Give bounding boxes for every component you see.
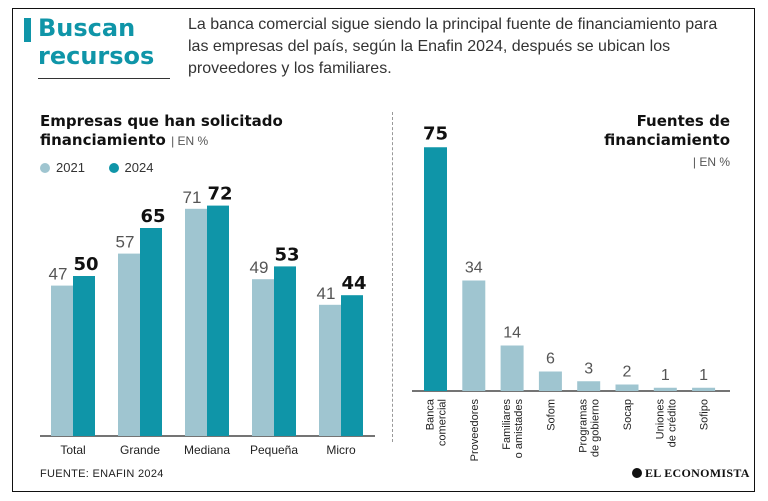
left-chart-title: Empresas que han solicitado financiamien…: [40, 112, 340, 151]
bar-2021: [319, 304, 341, 436]
source-category-label-line: Sofom: [545, 399, 557, 431]
bar-2024: [274, 266, 296, 436]
left-chart-title-text: Empresas que han solicitado financiamien…: [40, 112, 283, 149]
bar-2021: [252, 279, 274, 436]
source-bar: [692, 387, 716, 391]
source-category-label-line: Socap: [622, 399, 634, 430]
category-label: Total: [60, 443, 85, 457]
source-data-label: 34: [465, 260, 483, 277]
source-category-label-line: Proveedores: [469, 399, 481, 462]
legend-swatch-2024: [108, 163, 119, 173]
source-category-label-line: Sofipo: [699, 399, 711, 430]
title-accent-bar: [24, 18, 31, 42]
source-category-label-line: Uniones: [654, 399, 666, 440]
source-data-label: 6: [546, 351, 555, 368]
source-data-label: 1: [699, 367, 708, 384]
source-category-label: Programasde gobierno: [578, 399, 602, 458]
legend-item-2024: 2024: [108, 160, 154, 175]
title-rule: [38, 78, 170, 79]
bar-2021: [185, 208, 207, 436]
source-data-label: 14: [503, 325, 521, 342]
bar-2021: [118, 253, 140, 436]
data-label-2024: 72: [207, 184, 232, 205]
legend-item-2021: 2021: [40, 160, 85, 175]
bar-2024: [207, 205, 229, 436]
source-data-label: 1: [661, 367, 670, 384]
category-label: Mediana: [184, 443, 230, 457]
bar-2021: [51, 285, 73, 436]
data-label-2024: 65: [140, 206, 165, 227]
source-category-label-line: de gobierno: [590, 399, 602, 457]
source-category-label: Sofom: [545, 399, 557, 431]
legend: 2021 2024: [40, 160, 173, 175]
source-category-label: Bancacomercial: [425, 398, 449, 446]
source-bar: [500, 345, 524, 391]
source-category-label-line: Programas: [578, 399, 590, 453]
infographic-title: Buscan recursos: [38, 14, 155, 70]
source-category-label-line: Banca: [425, 398, 437, 430]
source-data-label: 2: [623, 364, 632, 381]
data-label-2024: 44: [341, 273, 366, 294]
source-category-label-line: Familiares: [501, 399, 513, 450]
bar-2024: [341, 295, 363, 436]
source-category-label-line: de crédito: [666, 399, 678, 447]
bar-2024: [140, 228, 162, 436]
category-label: Grande: [120, 443, 160, 457]
source-bar: [577, 381, 601, 391]
source-category-label-line: comercial: [437, 399, 449, 446]
source-bar: [653, 387, 677, 391]
bar-2024: [73, 276, 95, 436]
source-category-label: Proveedores: [469, 399, 481, 462]
source-bar: [615, 384, 639, 391]
data-label-2021: 71: [183, 188, 202, 207]
legend-label-2021: 2021: [56, 160, 85, 175]
logo-text: EL ECONOMISTA: [645, 466, 750, 480]
data-label-2024: 53: [274, 244, 299, 265]
data-label-2024: 50: [73, 254, 98, 275]
source-category-label: Sofipo: [699, 399, 711, 430]
source-bar: [424, 147, 447, 391]
source-bar: [462, 280, 486, 391]
source-data-label: 75: [423, 123, 448, 144]
category-label: Pequeña: [250, 443, 298, 457]
intro-text: La banca comercial sigue siendo la princ…: [188, 16, 718, 77]
section-divider: [392, 112, 393, 442]
right-chart-unit: | EN %: [692, 155, 730, 169]
right-chart-title: Fuentes de financiamiento: [604, 112, 730, 149]
source-category-label: Socap: [622, 399, 634, 430]
left-chart-unit: | EN %: [171, 134, 209, 148]
data-label-2021: 47: [49, 265, 68, 284]
publisher-logo: EL ECONOMISTA: [632, 466, 750, 481]
source-data-label: 3: [584, 360, 593, 377]
legend-label-2024: 2024: [124, 160, 154, 175]
source-note: FUENTE: ENAFIN 2024: [40, 468, 164, 480]
source-category-label: Familiareso amistades: [501, 399, 525, 459]
data-label-2021: 49: [250, 258, 269, 277]
category-label: Micro: [326, 443, 356, 457]
source-bar: [538, 371, 562, 391]
legend-swatch-2021: [40, 163, 50, 173]
logo-mark-icon: [632, 468, 642, 478]
data-label-2021: 57: [116, 233, 135, 252]
source-category-label: Unionesde crédito: [654, 399, 678, 448]
data-label-2021: 41: [317, 284, 336, 303]
source-category-label-line: o amistades: [513, 399, 525, 459]
